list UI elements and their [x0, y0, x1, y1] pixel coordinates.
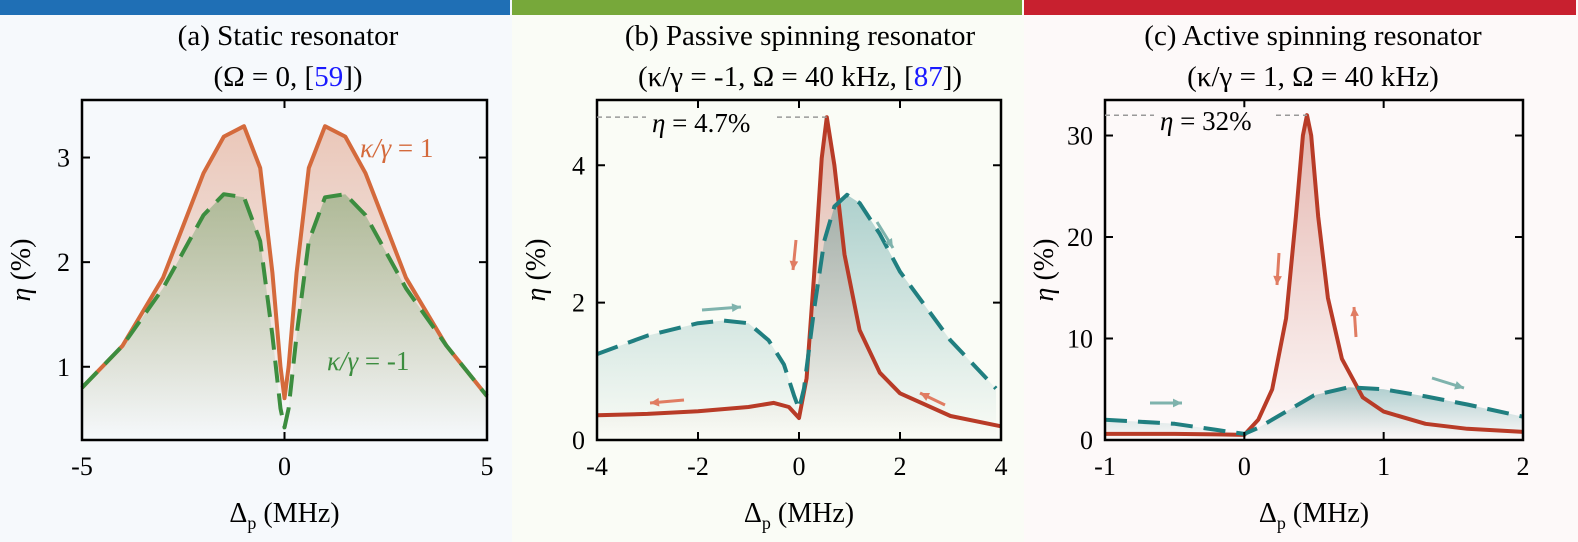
citation-link[interactable]: 87: [914, 61, 943, 93]
peak-annotation: η = 4.7%: [652, 108, 750, 138]
legend-kappa-gamma: κ/γ: [327, 346, 359, 376]
annotation-bg: [1154, 107, 1272, 138]
peak-annotation-eta: η: [652, 108, 665, 138]
arrow-icon-head: [731, 303, 741, 313]
x-axis-label: Δp (MHz): [229, 498, 339, 533]
chart-panel-b: (b) Passive spinning resonator (κ/γ = -1,…: [521, 20, 1008, 533]
arrow-icon-head: [1454, 381, 1464, 390]
series-line-dashed: [80, 192, 489, 430]
y-tick-label: 20: [1067, 223, 1093, 252]
subtitle-part: (Ω = 0, [: [213, 61, 314, 93]
x-axis-label: Δp (MHz): [1259, 498, 1369, 533]
panel-color-bar: [0, 0, 510, 15]
legend-label-dashed: κ/γ = -1: [327, 346, 409, 376]
y-axis-label: η (%): [1029, 239, 1060, 302]
x-tick-label: -5: [71, 452, 93, 481]
y-axis-label-eta: η: [521, 288, 552, 302]
x-axis-label-unit: (MHz): [1286, 498, 1369, 529]
x-tick-label: -4: [586, 452, 608, 481]
series-fill: [1105, 387, 1523, 440]
y-axis-label-eta: η: [1029, 288, 1060, 302]
arrow-icon-head: [884, 238, 893, 248]
x-axis-label-delta: Δ: [1259, 498, 1277, 529]
x-axis-label-delta: Δ: [229, 498, 247, 529]
series-line-dashed: [1104, 385, 1524, 436]
y-axis-label-unit: (%): [6, 239, 37, 288]
x-axis-label-unit: (MHz): [771, 498, 854, 529]
legend-label-solid: κ/γ = 1: [360, 133, 433, 163]
chart-panel-c: (c) Active spinning resonator (κ/γ = 1, Ω…: [1029, 20, 1530, 533]
y-axis-label: η (%): [6, 239, 37, 302]
subtitle-part: ]): [943, 61, 962, 93]
axes-frame: [1103, 98, 1525, 442]
chart-title: (b) Passive spinning resonator: [625, 20, 976, 52]
y-tick-label: 3: [57, 144, 70, 173]
subtitle-part: (κ/γ = -1, Ω = 40 kHz, [: [638, 61, 914, 93]
y-axis-label-unit: (%): [521, 239, 552, 288]
x-axis-label-sub: p: [1277, 513, 1286, 533]
x-axis-label-sub: p: [762, 513, 771, 533]
y-tick-label: 2: [57, 248, 70, 277]
x-tick-label: 4: [995, 452, 1008, 481]
legend-value: = 1: [391, 133, 433, 163]
x-tick-label: -1: [1094, 452, 1116, 481]
y-tick-label: 30: [1067, 122, 1093, 151]
x-tick-label: 2: [1517, 452, 1530, 481]
x-axis-label-delta: Δ: [744, 498, 762, 529]
y-tick-label: 0: [572, 426, 585, 455]
subtitle-part: ]): [343, 61, 362, 93]
annotation-bg: [646, 109, 774, 140]
arrow-icon-head: [789, 260, 799, 270]
legend-value: = -1: [358, 346, 409, 376]
y-tick-label: 10: [1067, 325, 1093, 354]
arrow-icon-head: [650, 397, 660, 407]
y-axis-label-unit: (%): [1029, 239, 1060, 288]
y-tick-label: 2: [572, 289, 585, 318]
chart-subtitle: (κ/γ = -1, Ω = 40 kHz, [87]): [638, 61, 962, 93]
series-fill: [1105, 115, 1523, 440]
y-tick-label: 4: [572, 151, 585, 180]
peak-annotation-value: = 32%: [1173, 106, 1251, 136]
series-line-solid: [80, 124, 489, 401]
x-axis-label-unit: (MHz): [256, 498, 339, 529]
chart-title: (c) Active spinning resonator: [1144, 20, 1482, 52]
y-tick-label: 1: [57, 353, 70, 382]
x-tick-label: 0: [793, 452, 806, 481]
x-tick-label: 5: [481, 452, 494, 481]
arrow-icon-head: [1172, 398, 1182, 408]
x-tick-label: -2: [687, 452, 709, 481]
y-axis-label-eta: η: [6, 288, 37, 302]
panel-color-bar: [512, 0, 1022, 15]
legend-kappa-gamma: κ/γ: [360, 133, 392, 163]
peak-annotation: η = 32%: [1160, 106, 1252, 136]
x-tick-label: 0: [278, 452, 291, 481]
arrow-icon-head: [1350, 307, 1359, 317]
y-axis-label: η (%): [521, 239, 552, 302]
chart-title: (a) Static resonator: [178, 20, 399, 52]
peak-annotation-eta: η: [1160, 106, 1173, 136]
subtitle-part: (κ/γ = 1, Ω = 40 kHz): [1187, 61, 1439, 93]
x-tick-label: 0: [1238, 452, 1251, 481]
x-tick-label: 1: [1377, 452, 1390, 481]
arrow-icon-head: [920, 392, 930, 401]
citation-link[interactable]: 59: [314, 61, 343, 93]
x-tick-label: 2: [894, 452, 907, 481]
arrow-icon-head: [1273, 275, 1282, 285]
chart-panel-a: (a) Static resonator (Ω = 0, [59]) -5 0 5 1 2 3…: [6, 20, 494, 533]
x-axis-label-sub: p: [247, 513, 256, 533]
y-tick-label: 0: [1080, 426, 1093, 455]
series-fill: [597, 194, 996, 440]
chart-subtitle: (Ω = 0, [59]): [213, 61, 362, 93]
series-line-dashed: [596, 192, 998, 412]
panel-color-bar: [1024, 0, 1576, 15]
chart-subtitle: (κ/γ = 1, Ω = 40 kHz): [1187, 61, 1439, 93]
series-line-solid: [596, 115, 1002, 429]
peak-annotation-value: = 4.7%: [665, 108, 750, 138]
x-axis-label: Δp (MHz): [744, 498, 854, 533]
